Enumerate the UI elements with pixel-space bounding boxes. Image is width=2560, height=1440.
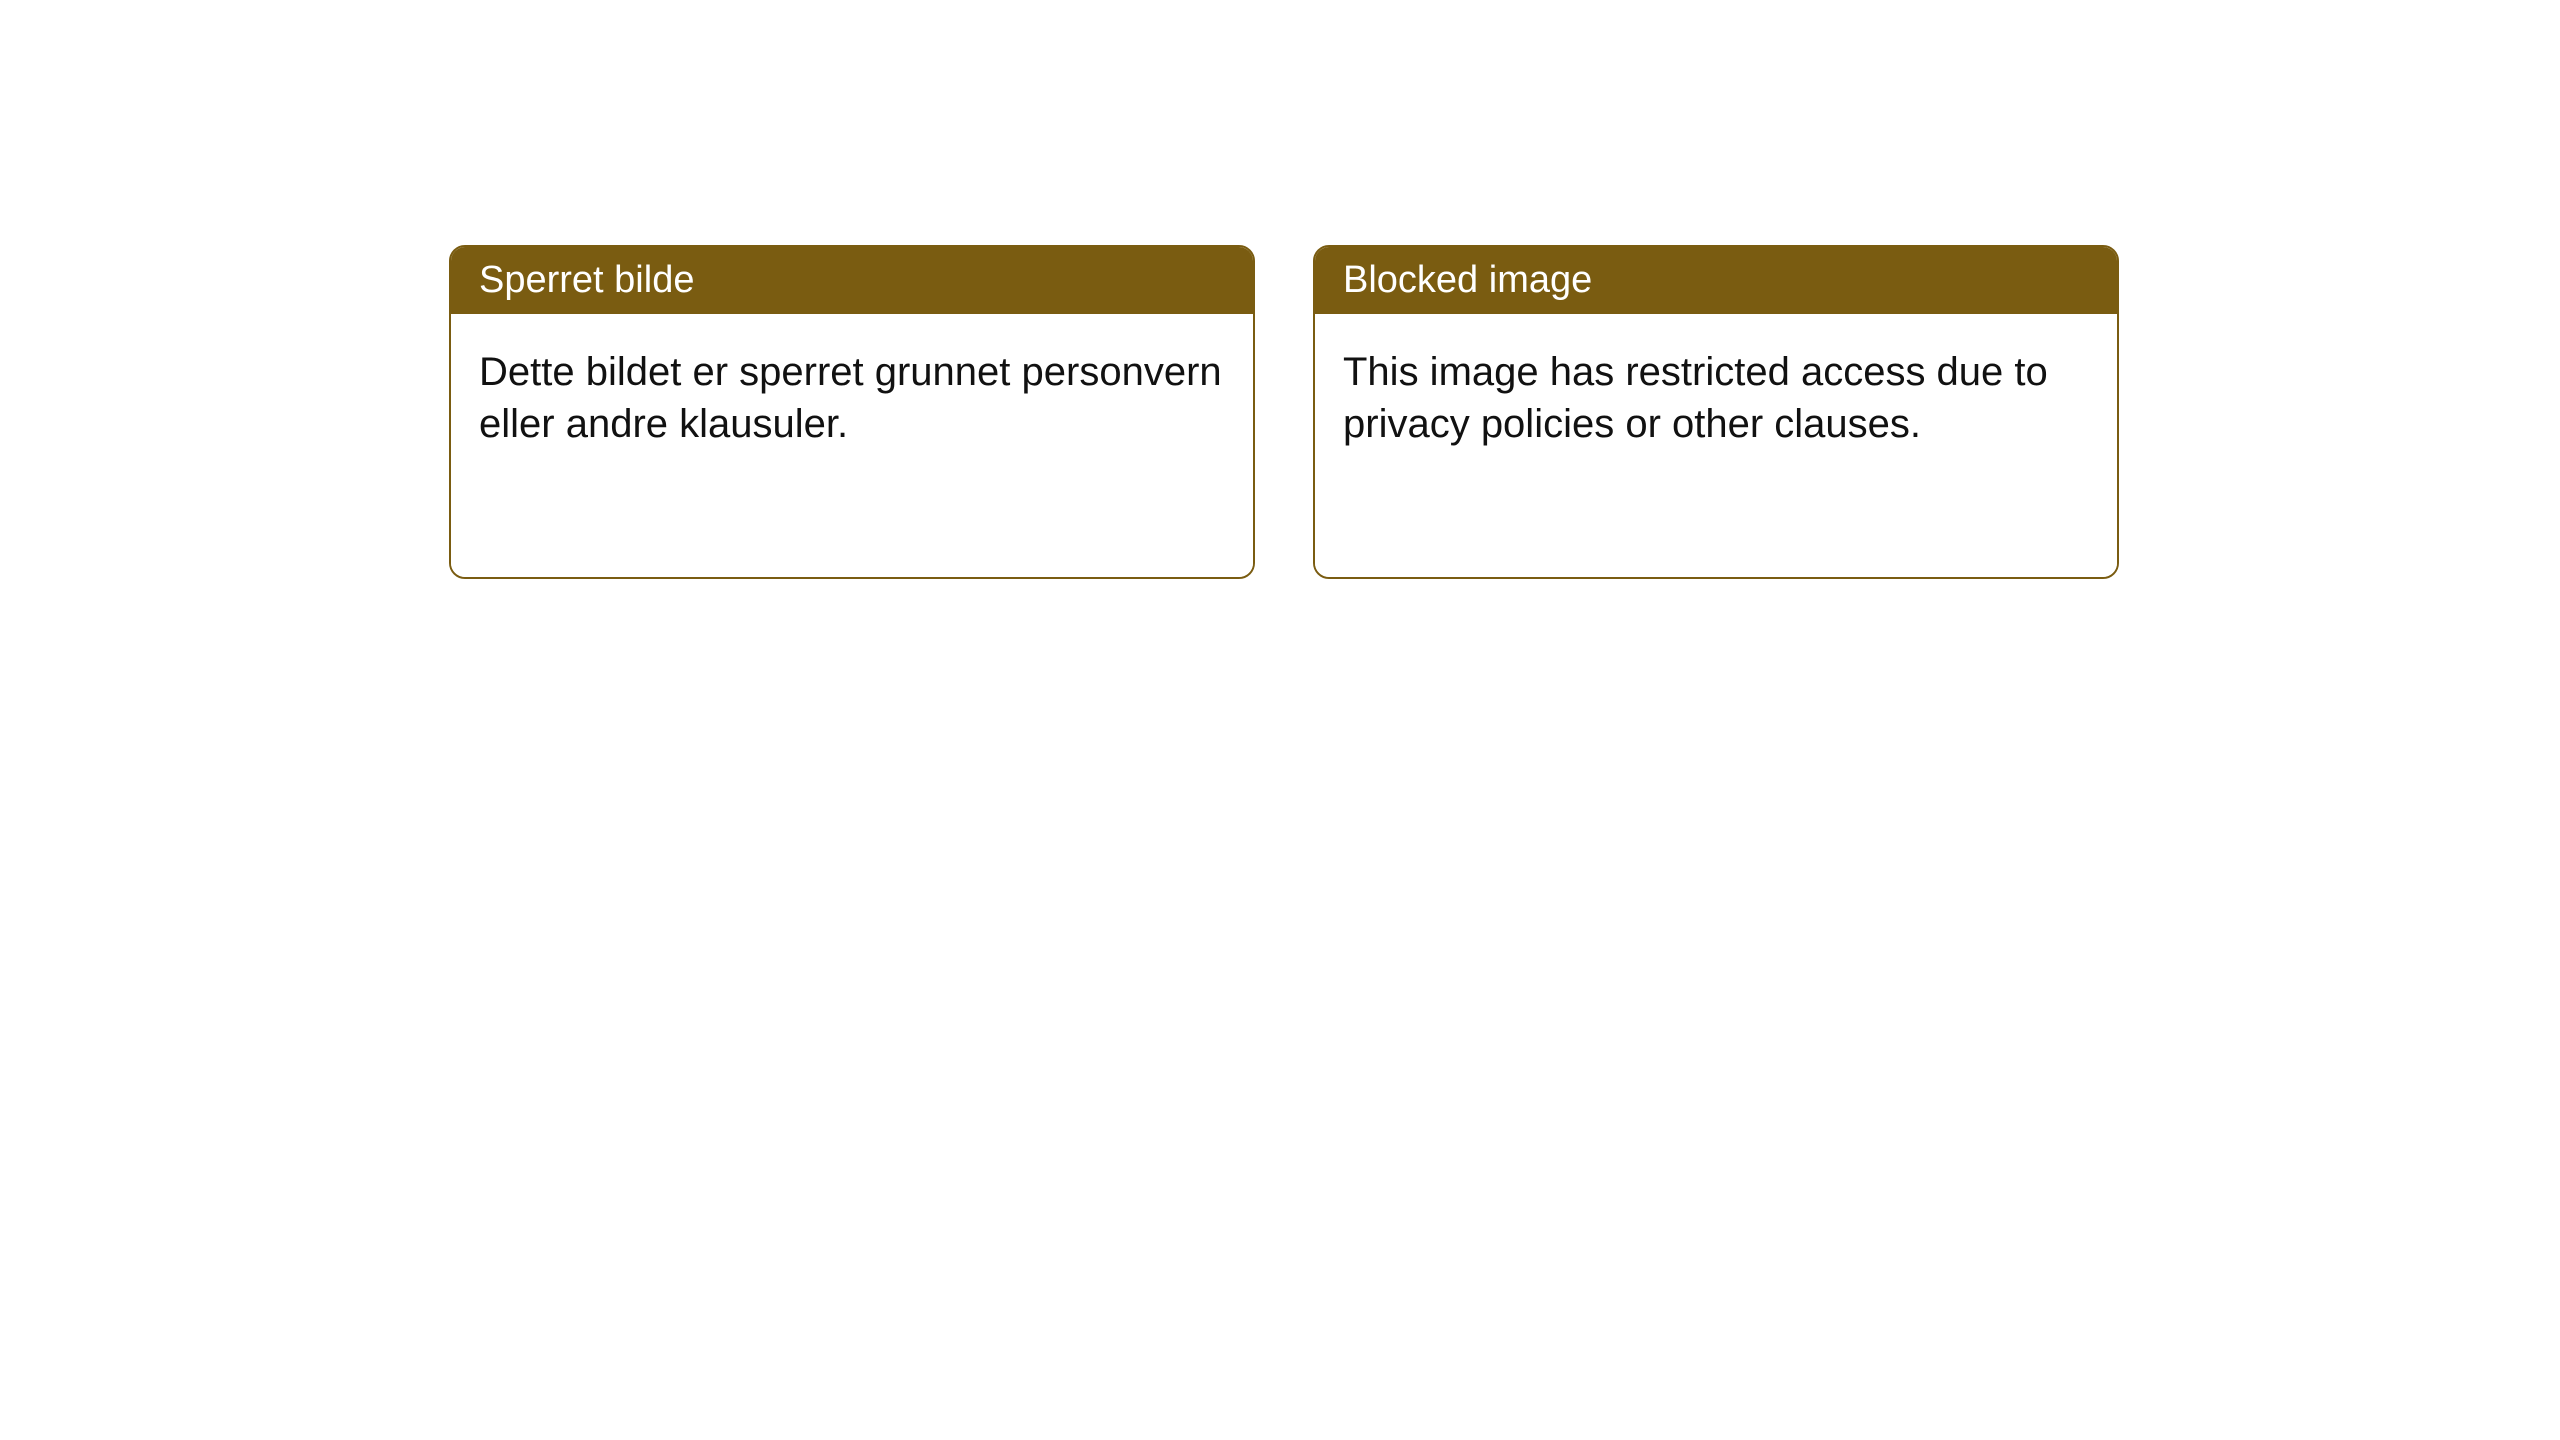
notice-box-english: Blocked image This image has restricted … (1313, 245, 2119, 579)
notice-body: Dette bildet er sperret grunnet personve… (451, 314, 1253, 577)
notice-body: This image has restricted access due to … (1315, 314, 2117, 577)
notice-title: Sperret bilde (451, 247, 1253, 314)
notice-title: Blocked image (1315, 247, 2117, 314)
notice-box-norwegian: Sperret bilde Dette bildet er sperret gr… (449, 245, 1255, 579)
notice-container: Sperret bilde Dette bildet er sperret gr… (449, 245, 2119, 579)
